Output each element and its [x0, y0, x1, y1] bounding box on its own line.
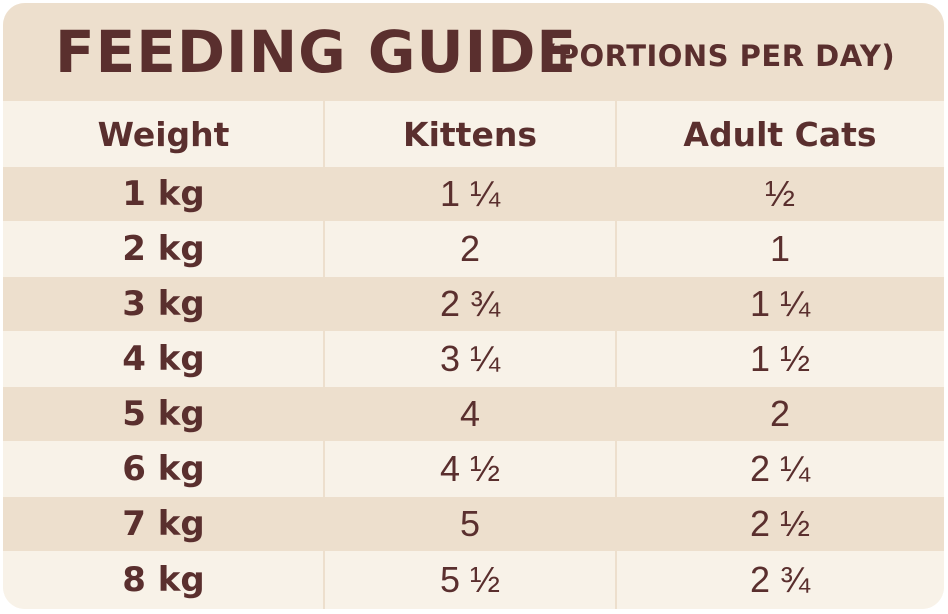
kittens-cell: 4 ½ [439, 448, 501, 489]
weight-cell: 3 kg [122, 284, 205, 324]
feeding-table: Weight Kittens Adult Cats 1 kg 1 ¼ ½ 2 k… [3, 101, 944, 609]
kittens-cell: 4 [459, 393, 481, 434]
table-row: 1 kg 1 ¼ ½ [3, 167, 944, 221]
table-row: 2 kg 2 1 [3, 221, 944, 277]
column-divider [615, 101, 617, 609]
kittens-cell: 1 ¼ [439, 173, 501, 214]
adult-cats-cell: 2 ¾ [749, 559, 811, 600]
column-header-kittens: Kittens [403, 114, 537, 154]
weight-cell: 5 kg [122, 394, 205, 434]
adult-cats-cell: 2 ¼ [749, 448, 811, 489]
weight-cell: 2 kg [122, 229, 205, 269]
page-subtitle: (PORTIONS PER DAY) [544, 39, 896, 73]
table-row: 5 kg 4 2 [3, 387, 944, 441]
weight-cell: 4 kg [122, 339, 205, 379]
adult-cats-cell: 1 [769, 228, 791, 269]
table-row: 6 kg 4 ½ 2 ¼ [3, 441, 944, 497]
adult-cats-cell: 2 ½ [749, 503, 811, 544]
kittens-cell: 2 ¾ [439, 283, 501, 324]
weight-cell: 1 kg [122, 174, 205, 214]
table-row: 3 kg 2 ¾ 1 ¼ [3, 277, 944, 331]
title-band: FEEDING GUIDE (PORTIONS PER DAY) [3, 3, 944, 101]
table-row: 7 kg 5 2 ½ [3, 497, 944, 551]
table-row: 8 kg 5 ½ 2 ¾ [3, 551, 944, 609]
adult-cats-cell: 1 ¼ [749, 283, 811, 324]
table-row: 4 kg 3 ¼ 1 ½ [3, 331, 944, 387]
kittens-cell: 2 [459, 228, 481, 269]
feeding-guide-card: FEEDING GUIDE (PORTIONS PER DAY) Weight … [3, 3, 944, 609]
adult-cats-cell: ½ [764, 173, 796, 214]
kittens-cell: 5 ½ [439, 559, 501, 600]
column-header-adult-cats: Adult Cats [683, 114, 877, 154]
column-divider [323, 101, 325, 609]
weight-cell: 6 kg [122, 449, 205, 489]
adult-cats-cell: 1 ½ [749, 338, 811, 379]
adult-cats-cell: 2 [769, 393, 791, 434]
page-title: FEEDING GUIDE [55, 18, 577, 86]
column-header-weight: Weight [97, 114, 230, 154]
kittens-cell: 3 ¼ [439, 338, 501, 379]
weight-cell: 8 kg [122, 560, 205, 600]
weight-cell: 7 kg [122, 504, 205, 544]
table-header-row: Weight Kittens Adult Cats [3, 101, 944, 167]
kittens-cell: 5 [459, 503, 481, 544]
